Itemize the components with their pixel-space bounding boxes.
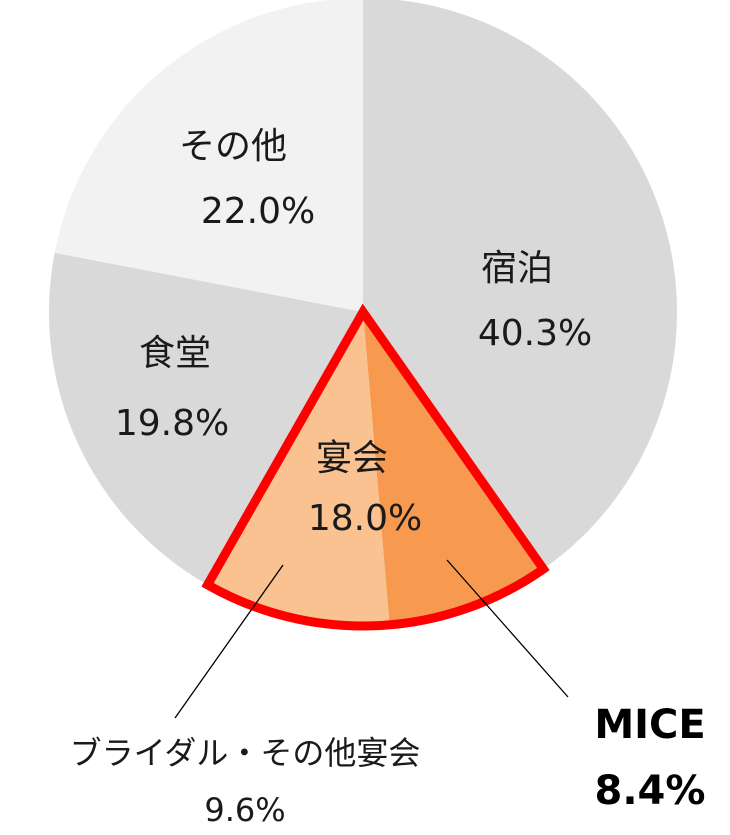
slice-label: MICE xyxy=(594,702,705,748)
slice-value: 22.0% xyxy=(201,191,315,232)
slice-value: 8.4% xyxy=(595,768,706,814)
pie-slice xyxy=(363,0,677,570)
pie-slice xyxy=(207,312,390,627)
group-label: 宴会 xyxy=(316,438,388,479)
slice-label: その他 xyxy=(179,126,287,167)
leader-line xyxy=(446,559,569,698)
leader-line xyxy=(174,564,284,719)
pie-slice xyxy=(363,312,544,625)
slice-label: ブライダル・その他宴会 xyxy=(70,734,421,772)
group-outline xyxy=(201,303,550,631)
slice-value: 19.8% xyxy=(115,403,229,444)
slice-value: 9.6% xyxy=(204,791,285,829)
group-value: 18.0% xyxy=(308,498,422,539)
pie-slice xyxy=(54,0,363,312)
slice-label: 食堂 xyxy=(139,333,211,374)
slice-label: 宿泊 xyxy=(481,248,553,289)
pie-slice xyxy=(49,252,364,585)
slice-value: 40.3% xyxy=(478,313,592,354)
